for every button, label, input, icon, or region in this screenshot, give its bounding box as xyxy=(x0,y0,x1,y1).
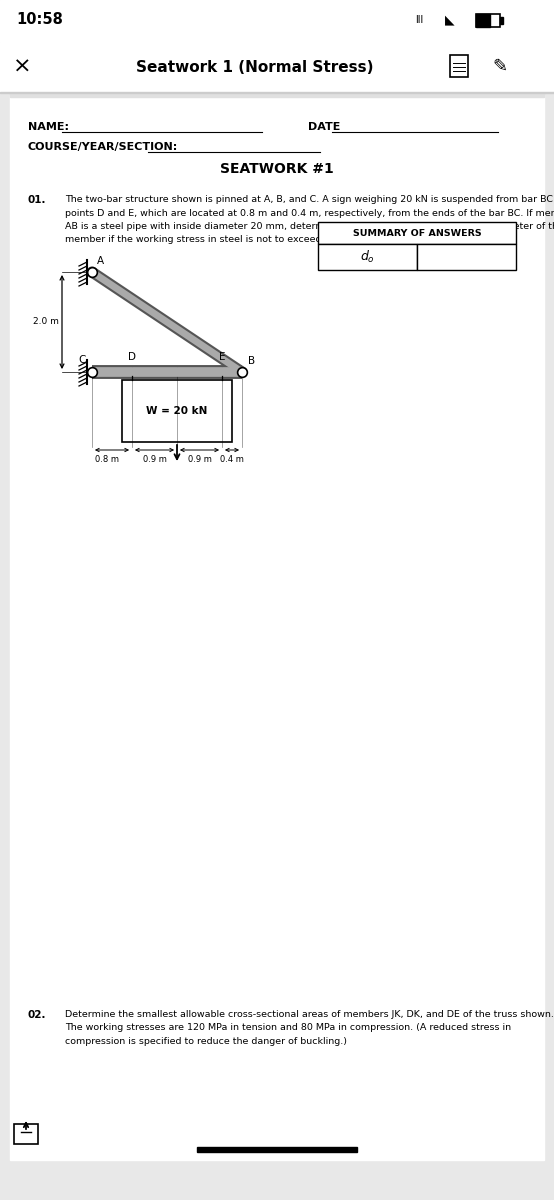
Text: Determine the smallest allowable cross-sectional areas of members JK, DK, and DE: Determine the smallest allowable cross-s… xyxy=(65,1010,554,1019)
Text: lll: lll xyxy=(415,14,423,25)
Bar xyxy=(0,0,554,42)
Text: points D and E, which are located at 0.8 m and 0.4 m, respectively, from the end: points D and E, which are located at 0.8… xyxy=(65,209,554,217)
Text: C: C xyxy=(79,355,86,365)
Text: The two-bar structure shown is pinned at A, B, and C. A sign weighing 20 kN is s: The two-bar structure shown is pinned at… xyxy=(65,194,554,204)
Text: W = 20 kN: W = 20 kN xyxy=(146,406,208,416)
Bar xyxy=(476,14,500,26)
Bar xyxy=(318,222,516,244)
Bar xyxy=(122,380,232,442)
Bar xyxy=(0,91,554,92)
Text: 01.: 01. xyxy=(28,194,47,205)
Text: AB is a steel pipe with inside diameter 20 mm, determine the smallest permissibl: AB is a steel pipe with inside diameter … xyxy=(65,222,554,230)
Bar xyxy=(500,17,503,24)
Bar xyxy=(10,95,544,1160)
Text: NAME:: NAME: xyxy=(28,122,69,132)
Text: A: A xyxy=(97,256,104,266)
Text: 0.4 m: 0.4 m xyxy=(220,455,244,464)
Text: B: B xyxy=(248,356,255,366)
Text: SEATWORK #1: SEATWORK #1 xyxy=(220,162,334,176)
Bar xyxy=(450,55,468,77)
Text: 0.8 m: 0.8 m xyxy=(95,455,119,464)
Bar xyxy=(197,1147,357,1152)
Text: compression is specified to reduce the danger of buckling.): compression is specified to reduce the d… xyxy=(65,1037,347,1046)
Text: $d_o$: $d_o$ xyxy=(360,248,375,265)
Bar xyxy=(417,244,516,270)
Text: 02.: 02. xyxy=(28,1010,47,1020)
Text: 0.9 m: 0.9 m xyxy=(142,455,166,464)
Bar xyxy=(476,14,490,26)
Text: E: E xyxy=(219,352,225,362)
Text: 2.0 m: 2.0 m xyxy=(33,318,59,326)
Text: ◣: ◣ xyxy=(445,13,455,26)
Text: 10:58: 10:58 xyxy=(16,12,63,28)
Bar xyxy=(10,92,544,97)
Text: SUMMARY OF ANSWERS: SUMMARY OF ANSWERS xyxy=(353,228,481,238)
Text: Seatwork 1 (Normal Stress): Seatwork 1 (Normal Stress) xyxy=(136,60,374,74)
Text: DATE: DATE xyxy=(308,122,340,132)
Text: ✎: ✎ xyxy=(493,58,507,76)
Text: ×: × xyxy=(13,56,32,77)
Bar xyxy=(0,42,554,92)
Text: The working stresses are 120 MPa in tension and 80 MPa in compression. (A reduce: The working stresses are 120 MPa in tens… xyxy=(65,1024,511,1032)
Text: 0.9 m: 0.9 m xyxy=(188,455,212,464)
Text: COURSE/YEAR/SECTION:: COURSE/YEAR/SECTION: xyxy=(28,142,178,152)
Text: D: D xyxy=(128,352,136,362)
Text: member if the working stress in steel is not to exceed 140 MPa.: member if the working stress in steel is… xyxy=(65,235,368,245)
Bar xyxy=(318,244,417,270)
Bar xyxy=(14,1124,38,1144)
